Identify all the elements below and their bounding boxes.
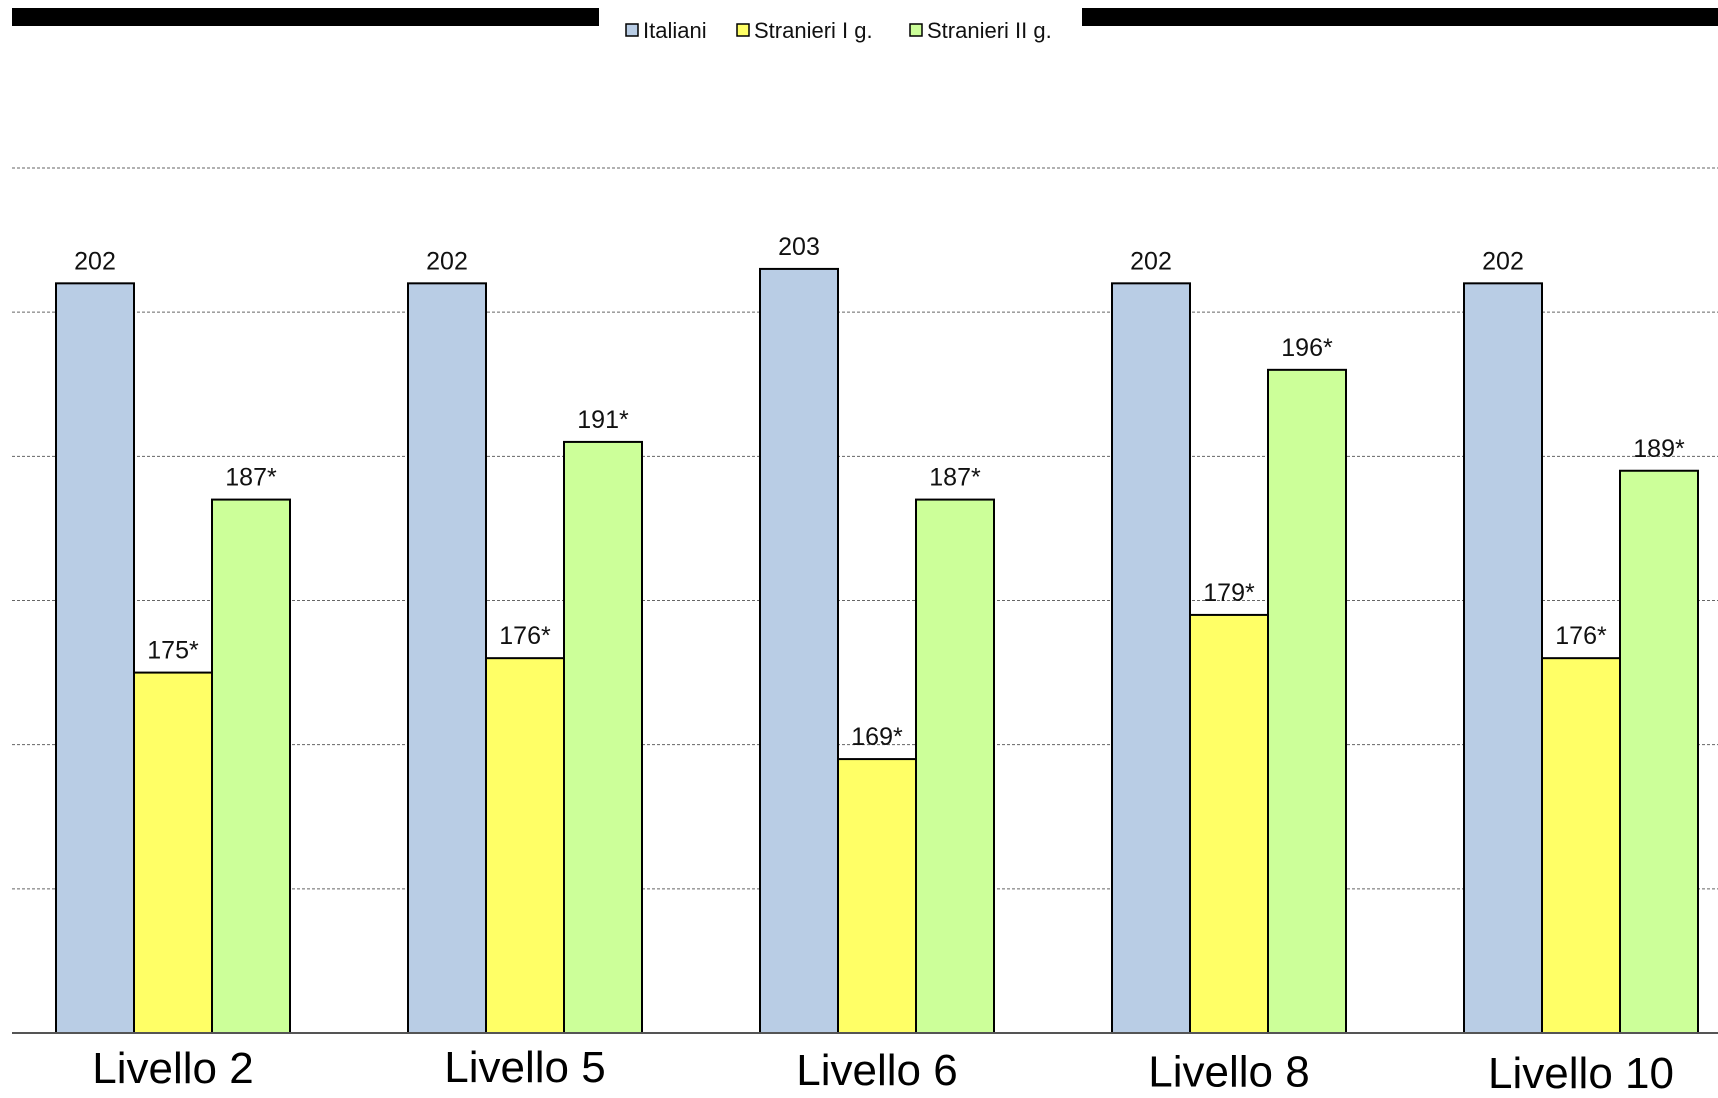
bar	[1189, 613, 1269, 1035]
data-label: 202	[1482, 247, 1524, 275]
data-label: 191*	[577, 406, 629, 434]
legend-label: Stranieri I g.	[754, 18, 873, 43]
bar	[563, 440, 643, 1034]
data-label: 176*	[1555, 622, 1607, 650]
category-label: Livello 2	[92, 1044, 253, 1093]
bar	[1463, 282, 1543, 1035]
legend-swatch	[625, 23, 639, 37]
legend-swatch	[909, 23, 923, 37]
data-label: 176*	[499, 622, 551, 650]
bar	[1619, 469, 1699, 1034]
category-label: Livello 6	[796, 1046, 957, 1095]
data-label: 187*	[929, 464, 981, 492]
bar	[1541, 657, 1621, 1035]
category-labels: Livello 2 Livello 5 Livello 6 Livello 8 Live…	[92, 1043, 1674, 1098]
data-label: 175*	[147, 637, 199, 665]
category-label: Livello 8	[1148, 1047, 1309, 1096]
data-label: 169*	[851, 723, 903, 751]
bar	[837, 758, 917, 1034]
category-label: Livello 10	[1488, 1049, 1674, 1098]
data-label: 187*	[225, 464, 277, 492]
data-label: 202	[1130, 247, 1172, 275]
bar	[211, 498, 291, 1035]
bar	[1267, 368, 1347, 1035]
data-label: 179*	[1203, 579, 1255, 607]
bar	[915, 498, 995, 1035]
data-label: 196*	[1281, 334, 1333, 362]
data-labels: 202 175* 187* 202 176* 191* 203 169* 187* 202 179*…	[74, 233, 1685, 751]
header-bar-right	[1082, 8, 1718, 26]
data-label: 203	[778, 233, 820, 261]
data-label: 202	[74, 247, 116, 275]
legend-swatch	[736, 23, 750, 37]
header-bar-left	[12, 8, 599, 26]
bar	[759, 267, 839, 1034]
bar	[1111, 282, 1191, 1035]
bars	[55, 267, 1699, 1035]
data-label: 189*	[1633, 435, 1685, 463]
legend-label: Italiani	[643, 18, 707, 43]
legend-label: Stranieri II g.	[927, 18, 1052, 43]
bar	[55, 282, 135, 1035]
data-label: 202	[426, 247, 468, 275]
category-label: Livello 5	[444, 1043, 605, 1092]
header-decor	[12, 8, 1718, 26]
legend: Italiani Stranieri I g. Stranieri II g.	[625, 18, 1052, 43]
bar	[133, 671, 213, 1034]
bar	[485, 657, 565, 1035]
bar	[407, 282, 487, 1035]
